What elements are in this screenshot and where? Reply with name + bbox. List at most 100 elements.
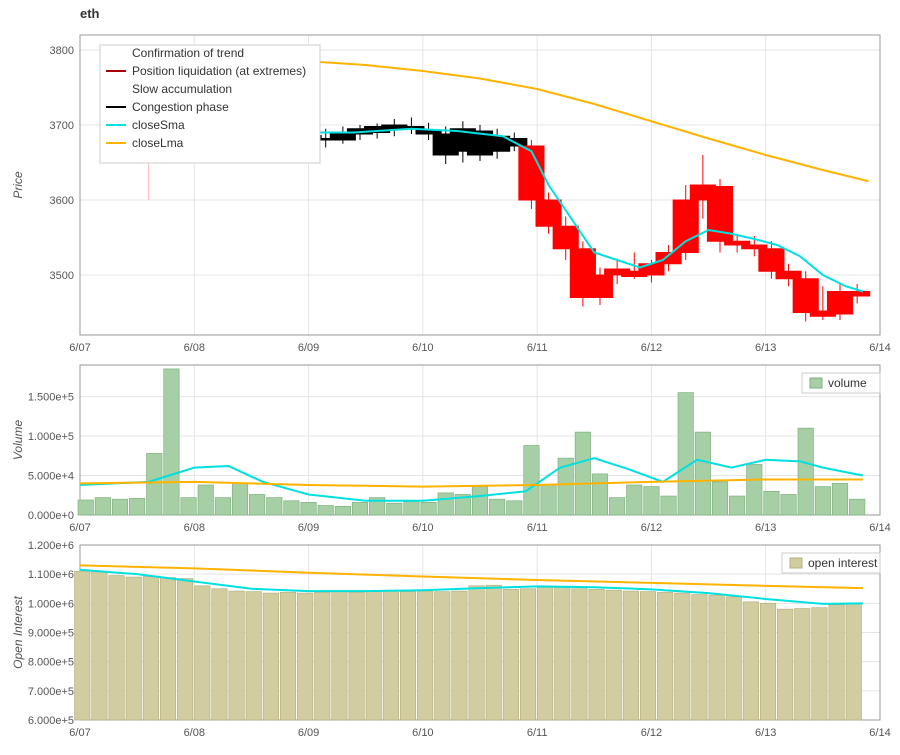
oi-bar — [92, 572, 107, 720]
volume-bar — [712, 482, 727, 515]
candle-body — [742, 245, 767, 249]
volume-bar — [232, 483, 247, 515]
volume-bar — [147, 453, 162, 515]
volume-bar — [661, 496, 676, 515]
oi-bar — [452, 591, 467, 720]
volume-bar — [627, 485, 642, 515]
volume-lma-line — [80, 479, 863, 486]
volume-bar — [507, 501, 522, 515]
candle-body — [553, 226, 578, 249]
svg-text:6/11: 6/11 — [527, 727, 548, 739]
volume-bar — [489, 499, 504, 515]
volume-bar — [695, 432, 710, 515]
svg-text:6/10: 6/10 — [412, 522, 433, 534]
volume-bar — [129, 498, 144, 515]
oi-bar — [177, 579, 192, 720]
svg-text:Slow accumulation: Slow accumulation — [132, 82, 232, 96]
candle-body — [776, 271, 801, 279]
volume-bar — [318, 506, 333, 515]
volume-bar — [729, 496, 744, 515]
oi-bar — [675, 593, 690, 720]
svg-text:6/07: 6/07 — [69, 727, 90, 739]
oi-bar — [743, 602, 758, 720]
oi-bar — [589, 589, 604, 720]
volume-bar — [575, 432, 590, 515]
volume-bar — [112, 499, 127, 515]
svg-text:Price: Price — [11, 171, 25, 199]
close-lma-line — [251, 58, 868, 182]
volume-bar — [164, 369, 179, 515]
oi-bar — [212, 589, 227, 720]
svg-text:1.100e+6: 1.100e+6 — [28, 569, 74, 581]
oi-bar — [383, 591, 398, 720]
volume-panel: 0.000e+0 5.000e+4 1.000e+5 1.500e+5 volume 6/… — [11, 365, 891, 534]
volume-bar — [472, 487, 487, 515]
svg-text:6/12: 6/12 — [641, 342, 662, 354]
svg-text:closeLma: closeLma — [132, 136, 184, 150]
chart-title: eth — [80, 6, 100, 21]
volume-bar — [215, 498, 230, 515]
svg-text:Volume: Volume — [11, 420, 25, 461]
svg-text:1.500e+5: 1.500e+5 — [28, 392, 74, 404]
candle-body — [673, 200, 698, 253]
svg-text:closeSma: closeSma — [132, 118, 185, 132]
svg-text:6/13: 6/13 — [755, 727, 776, 739]
candle-body — [587, 275, 612, 298]
oi-bar — [349, 592, 364, 720]
oi-bar — [229, 591, 244, 720]
svg-text:6/10: 6/10 — [412, 342, 433, 354]
svg-text:0.000e+0: 0.000e+0 — [28, 510, 74, 522]
volume-bar — [764, 491, 779, 515]
volume-bar — [284, 501, 299, 515]
volume-bar — [609, 498, 624, 515]
oi-bar — [160, 578, 175, 720]
oi-bar — [606, 590, 621, 720]
svg-text:6/11: 6/11 — [527, 522, 548, 534]
svg-text:6/09: 6/09 — [298, 342, 319, 354]
oi-bar — [332, 592, 347, 720]
oi-bar — [469, 586, 484, 720]
candle-body — [536, 200, 561, 226]
svg-text:Position liquidation (at extre: Position liquidation (at extremes) — [132, 64, 306, 78]
volume-bar — [678, 393, 693, 515]
volume-bar — [832, 483, 847, 515]
oi-bar — [280, 592, 295, 720]
oi-bar — [760, 603, 775, 720]
oi-lma-line — [80, 565, 863, 588]
volume-bar — [592, 474, 607, 515]
svg-text:1.000e+5: 1.000e+5 — [28, 431, 74, 443]
volume-bar — [249, 494, 264, 515]
volume-bar — [781, 494, 796, 515]
svg-text:6/12: 6/12 — [641, 727, 662, 739]
oi-bar — [486, 585, 501, 720]
oi-bar — [537, 587, 552, 720]
volume-bar — [644, 487, 659, 515]
oi-bar — [417, 591, 432, 720]
svg-text:6/09: 6/09 — [298, 522, 319, 534]
svg-text:6/12: 6/12 — [641, 522, 662, 534]
volume-legend-label: volume — [828, 376, 867, 390]
volume-bar — [524, 446, 539, 515]
svg-text:Open Interest: Open Interest — [11, 595, 25, 668]
oi-bar — [109, 576, 124, 720]
volume-bar — [541, 485, 556, 515]
oi-bar — [315, 592, 330, 720]
svg-text:5.000e+4: 5.000e+4 — [28, 471, 74, 483]
svg-text:6/14: 6/14 — [869, 727, 890, 739]
svg-text:1.200e+6: 1.200e+6 — [28, 540, 74, 552]
oi-bar — [555, 587, 570, 720]
volume-bar — [387, 503, 402, 515]
price-panel: 3500360037003800Confirmation of trendPos… — [11, 35, 891, 354]
svg-text:6/14: 6/14 — [869, 342, 890, 354]
svg-text:Confirmation of trend: Confirmation of trend — [132, 46, 244, 60]
oi-bar — [143, 577, 158, 721]
volume-bar — [267, 498, 282, 515]
oi-bar — [623, 591, 638, 720]
candle-body — [639, 264, 664, 275]
oi-bar — [572, 589, 587, 720]
oi-bar — [126, 577, 141, 720]
svg-text:3700: 3700 — [50, 120, 74, 132]
oi-bar — [795, 609, 810, 720]
volume-bar — [404, 502, 419, 515]
svg-text:6/09: 6/09 — [298, 727, 319, 739]
